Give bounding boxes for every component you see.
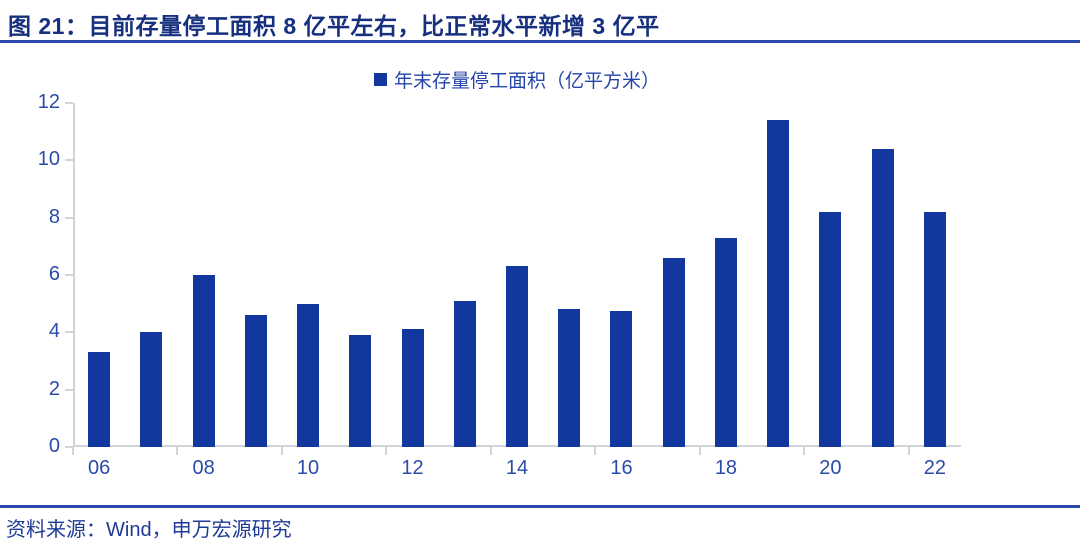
bar-14	[506, 266, 528, 447]
bar-20	[819, 211, 842, 447]
x-axis-label: 16	[610, 457, 633, 479]
bar-10	[297, 303, 320, 447]
x-axis-label: 18	[714, 457, 738, 479]
bar-09	[244, 315, 267, 447]
bar-07	[140, 332, 163, 447]
x-axis-label: 06	[87, 457, 111, 479]
bar-15	[558, 309, 581, 447]
y-axis-label: 6	[48, 263, 60, 285]
y-axis-label: 12	[37, 91, 60, 113]
x-axis-tick	[176, 447, 179, 455]
x-axis-label: 14	[505, 457, 529, 479]
y-axis-label: 10	[37, 148, 60, 171]
figure-title: 图 21：目前存量停工面积 8 亿平左右，比正常水平新增 3 亿平	[8, 13, 660, 39]
y-axis-tick	[65, 331, 73, 334]
bar-11	[349, 335, 372, 447]
chart-legend: 年末存量停工面积（亿平方米）	[73, 68, 961, 92]
bar-16	[610, 310, 633, 447]
y-axis-tick	[65, 216, 73, 219]
legend-swatch-icon	[373, 72, 387, 86]
x-axis-tick	[489, 447, 492, 455]
bar-19	[767, 120, 790, 447]
y-axis-tick	[65, 102, 73, 104]
y-axis-tick	[65, 388, 73, 391]
x-axis-tick	[594, 447, 597, 455]
footer-divider	[0, 505, 1080, 508]
bar-08	[192, 275, 215, 447]
y-axis-label: 2	[48, 377, 60, 400]
x-axis-tick	[385, 447, 388, 455]
x-axis-tick	[907, 447, 910, 455]
y-axis-tick	[65, 159, 73, 162]
y-axis-label: 4	[48, 320, 60, 343]
title-divider	[0, 40, 1080, 43]
bar-12	[401, 329, 424, 447]
y-axis-tick	[65, 274, 73, 276]
x-axis-tick	[698, 447, 701, 455]
bar-21	[871, 148, 894, 447]
x-axis-tick	[72, 447, 74, 455]
legend-label: 年末存量停工面积（亿平方米）	[393, 70, 660, 92]
y-axis-label: 0	[48, 435, 60, 457]
bar-06	[88, 352, 111, 447]
x-axis-label: 08	[192, 457, 215, 479]
bar-13	[453, 300, 476, 447]
x-axis-label: 20	[819, 457, 842, 479]
bar-18	[714, 237, 737, 447]
x-axis-tick	[803, 447, 806, 455]
source-note: 资料来源：Wind，申万宏源研究	[6, 519, 292, 541]
bar-17	[662, 257, 685, 447]
y-axis-tick	[65, 446, 73, 448]
x-axis-label: 22	[923, 457, 946, 479]
x-axis-tick	[280, 447, 283, 455]
x-axis-label: 10	[296, 457, 320, 479]
y-axis-label: 8	[48, 205, 60, 228]
x-axis-label: 12	[401, 457, 424, 479]
bar-22	[923, 211, 946, 447]
